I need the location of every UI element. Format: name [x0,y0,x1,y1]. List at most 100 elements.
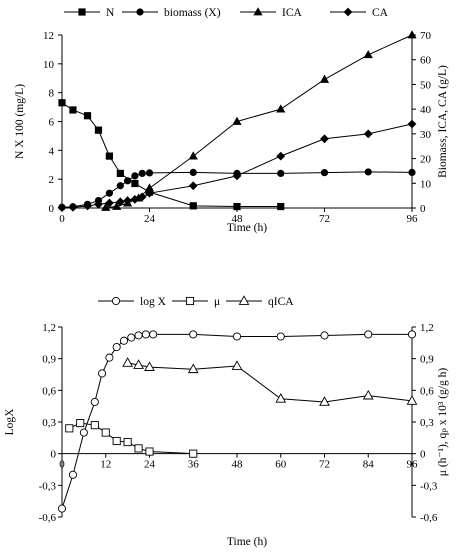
data-point-biomass-x [189,168,197,177]
data-point-biomass-x [116,182,124,190]
data-point-biomass-x [131,172,139,180]
data-point-log-x [232,332,242,341]
data-point-biomass-x [277,169,285,177]
chart-logx-mu-qica: 0 12 24 36 48 60 72 84 96-0,6-0,300,30,60,91,2-0… [4,295,449,548]
data-point-log-x [320,331,329,340]
y-left-tick-label: -0,6 [39,512,57,524]
series-qica [122,357,418,406]
data-point-ca [123,196,133,205]
data-point-ca [320,134,329,144]
y-right-tick-label: -0,6 [420,512,438,524]
data-point-ica [144,183,155,192]
data-point-ica [188,151,198,160]
x-tick-label: 12 [100,459,111,471]
series-ica [101,30,417,211]
data-point-qica [275,393,287,403]
data-point-qica [362,389,374,400]
y-right-tick-label: 30 [420,129,432,141]
data-point-biomass-x [138,169,146,177]
data-point-qica [133,359,144,369]
data-point-ca [232,171,242,181]
x-tick-label: 24 [144,213,156,225]
x-tick-label: 60 [275,459,287,471]
data-point-biomass-x [105,189,113,197]
legend-label: log X [140,296,167,308]
data-point-ca [276,151,286,161]
y-left-tick-label: 0,3 [42,417,56,429]
data-point-ca [130,194,140,204]
y-left-tick-label: 0,9 [42,354,56,366]
data-point-biomass-x [408,168,416,177]
data-point-ca [145,188,154,198]
data-point-log-x [134,331,143,340]
data-point-series [123,438,132,447]
legend-marker [253,7,263,16]
y-left-tick-label: 0 [51,449,57,461]
data-point-ica [112,201,122,210]
series-series [65,419,198,458]
legend-item-qica: qICA [226,295,294,308]
x-tick-label: 36 [188,459,200,471]
data-point-log-x [149,330,158,339]
y-right-tick-label: 0,9 [420,354,434,366]
data-point-ica [276,104,286,113]
y-right-tick-label: 70 [420,30,432,42]
x-tick-label: 72 [319,459,330,471]
y-left-tick-label: 1,2 [42,322,56,334]
y-right-tick-label: 0 [420,203,426,215]
data-point-n [83,112,92,120]
y-right-tick-label: 0 [420,449,426,461]
legend-marker [136,8,144,16]
data-point-log-x [276,332,285,341]
data-point-n [189,202,197,210]
y-right-axis-title: Biomass, ICA, CA (g/L) [437,65,449,178]
legend-label: ICA [282,7,303,19]
legend-label: qICA [268,296,294,308]
data-point-ca [363,129,373,139]
y-right-axis-title: μ (h⁻¹), qₚ x 10³ (g/g h) [437,368,449,477]
y-right-tick-label: 0,3 [420,417,434,429]
legend-marker [343,7,353,17]
y-right-tick-label: 10 [420,178,432,190]
data-point-series [76,419,85,428]
data-point-log-x [57,504,67,513]
y-right-tick-label: 40 [420,104,432,116]
data-point-n [94,126,103,134]
y-left-tick-label: 0 [49,203,55,215]
legend-marker [238,295,250,305]
data-point-ica [232,116,242,125]
data-point-n [105,152,113,160]
data-point-series [189,449,198,458]
data-point-qica [231,360,243,370]
data-point-series [145,447,154,456]
data-point-log-x [127,333,136,342]
x-tick-label: 48 [232,213,244,225]
y-right-tick-label: 20 [420,154,432,166]
data-point-log-x [79,428,88,437]
x-tick-label: 48 [232,459,244,471]
data-point-biomass-x [145,169,154,177]
data-point-log-x [407,330,417,339]
legend-label: μ [214,296,220,308]
legend-marker [111,296,121,306]
y-left-axis-title: LogX [4,408,16,436]
series-ca [57,119,417,212]
data-point-qica [406,395,418,405]
legend-marker [185,296,195,306]
legend-item-n: N [64,7,115,19]
data-point-log-x [105,353,114,362]
legend-label: N [106,7,115,19]
legend-item-ica: ICA [240,7,303,19]
data-point-n [233,202,241,211]
series-n [58,99,285,211]
data-point-n [69,106,77,114]
x-tick-label: 72 [319,213,330,225]
data-point-n [58,99,66,107]
series-line-ca [61,123,413,209]
data-point-log-x [119,336,129,345]
data-point-biomass-x [364,168,372,176]
data-point-qica [122,357,133,367]
data-point-series [101,428,110,437]
